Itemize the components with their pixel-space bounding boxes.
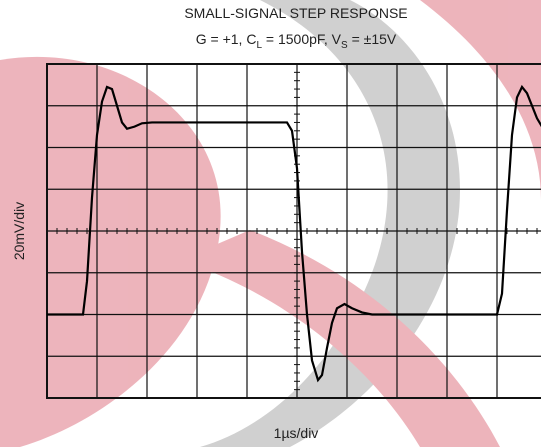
watermark-shape <box>0 56 221 447</box>
watermark-shape <box>420 0 541 200</box>
y-axis-label: 20mV/div <box>11 202 27 260</box>
waveform <box>47 84 541 383</box>
x-axis-label: 1µs/div <box>274 425 319 441</box>
chart-subtitle: G = +1, CL = 1500pF, VS = ±15V <box>196 31 397 51</box>
chart-title: SMALL-SIGNAL STEP RESPONSE <box>184 5 407 21</box>
subtitle-part: G = +1, C <box>196 31 257 47</box>
watermark-shape <box>180 230 500 447</box>
subtitle-part: = ±15V <box>348 31 397 47</box>
subscript: L <box>256 40 262 51</box>
subscript: S <box>341 40 348 51</box>
subtitle-part: = 1500pF, V <box>262 31 342 47</box>
